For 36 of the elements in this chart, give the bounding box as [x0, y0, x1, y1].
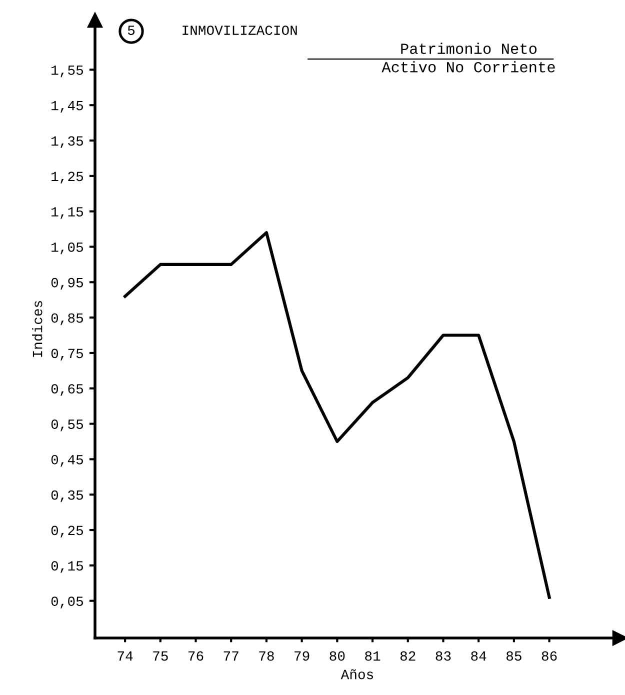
y-tick-label: 1,35	[52, 136, 84, 148]
x-tick-label: 80	[330, 651, 345, 661]
y-tick-label: 0,05	[51, 596, 84, 608]
annotation: Patrimonio Neto	[401, 42, 537, 54]
y-tick-label: 1,45	[52, 101, 84, 113]
y-tick-label: 0,25	[51, 526, 84, 538]
x-tick-label: 74	[118, 651, 133, 661]
y-tick-label: 0,75	[51, 348, 84, 360]
y-tick-label: 1,55	[52, 66, 84, 78]
y-tick-label: 1,25	[52, 172, 84, 184]
x-tick-label: 81	[365, 651, 380, 661]
y-tick-label: 0,15	[51, 561, 84, 573]
x-tick-label: 79	[294, 651, 310, 661]
y-tick-label: 0,35	[51, 490, 84, 502]
y-tick-label: 0,45	[51, 454, 84, 467]
x-tick-label: 82	[400, 651, 416, 661]
x-tick-label: 78	[259, 651, 274, 661]
x-tick-label: 83	[436, 651, 451, 661]
x-tick-label: 75	[153, 651, 168, 661]
annotation: Activo No Corriente	[382, 61, 555, 72]
x-axis-title: Años	[340, 669, 374, 680]
x-tick-label: 85	[506, 651, 522, 661]
y-tick-label: 0,85	[51, 313, 84, 326]
y-tick-label: 0,65	[51, 384, 84, 396]
x-tick-label: 76	[188, 651, 204, 661]
y-tick-label: 1,15	[52, 207, 84, 219]
annotation: 5	[128, 26, 135, 36]
line-series	[124, 231, 551, 599]
y-tick-label: 1,05	[52, 242, 84, 254]
x-tick-label: 77	[224, 651, 238, 661]
y-tick-label: 0,55	[51, 420, 84, 432]
x-tick-label: 86	[542, 651, 557, 661]
x-tick-label: 84	[471, 651, 486, 661]
chart-title: INMOVILIZACION	[182, 26, 297, 36]
y-axis-title: Indices	[32, 301, 42, 357]
y-tick-label: 0,95	[51, 278, 84, 290]
